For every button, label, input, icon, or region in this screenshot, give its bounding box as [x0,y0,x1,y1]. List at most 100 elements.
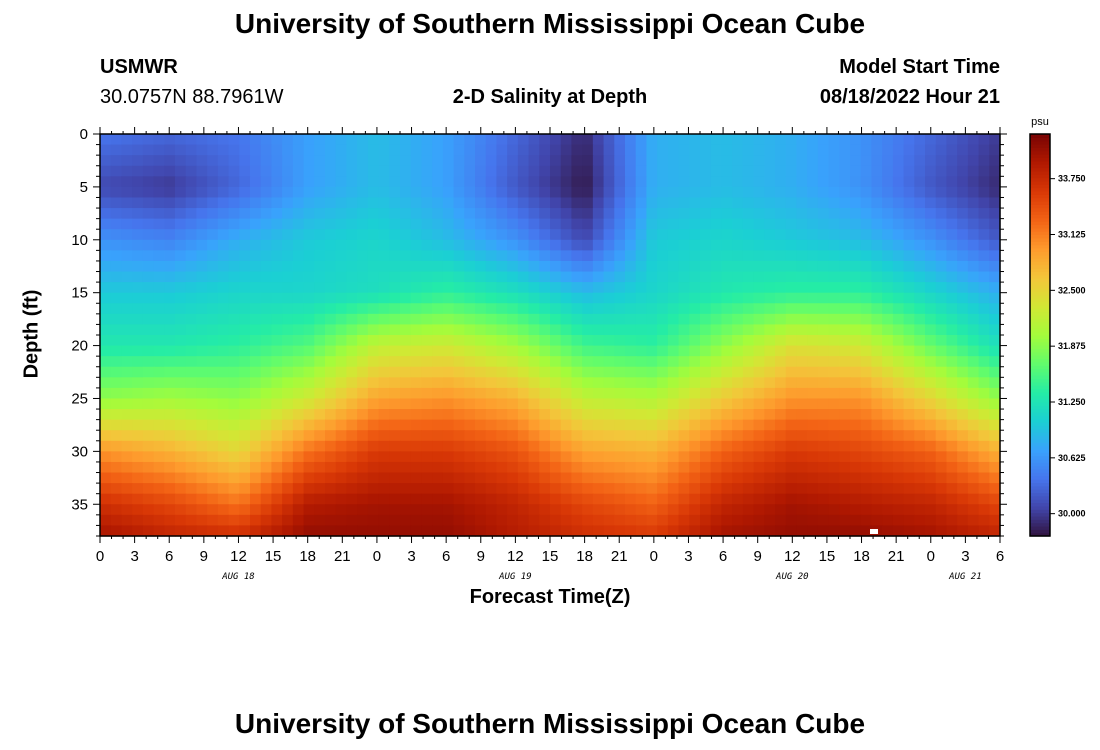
heatmap-cell [507,345,519,357]
heatmap-cell [239,493,251,505]
heatmap-cell [303,461,315,474]
heatmap-cell [785,250,798,262]
heatmap-cell [785,313,798,326]
heatmap-cell [207,504,219,516]
heatmap-cell [325,313,337,326]
heatmap-cell [442,387,455,400]
heatmap-cell [464,155,476,167]
heatmap-cell [153,292,165,304]
heatmap-cell [571,440,583,452]
heatmap-cell [957,186,969,199]
heatmap-cell [142,472,155,484]
heatmap-cell [164,483,176,495]
heatmap-cell [217,155,230,167]
heatmap-cell [860,186,873,199]
heatmap-cell [603,409,615,421]
heatmap-cell [196,186,208,199]
heatmap-cell [678,176,690,188]
heatmap-cell [550,440,562,452]
heatmap-cell [292,356,305,368]
heatmap-cell [400,430,412,442]
heatmap-cell [132,313,144,326]
heatmap-cell [678,451,690,463]
heatmap-cell [164,239,176,251]
colorbar-tick-label: 31.875 [1058,341,1086,351]
heatmap-cell [667,176,680,188]
heatmap-cell [732,239,744,251]
heatmap-cell [400,186,412,199]
heatmap-cell [882,514,894,527]
heatmap-cell [442,324,455,336]
heatmap-cell [389,165,401,177]
heatmap-cell [667,313,680,326]
heatmap-cell [153,377,165,389]
heatmap-cell [217,525,230,537]
heatmap-cell [850,472,862,484]
heatmap-cell [346,186,358,199]
heatmap-cell [314,324,326,336]
heatmap-cell [325,356,337,368]
heatmap-cell [775,451,787,463]
heatmap-cell [721,303,733,315]
heatmap-cell [710,155,723,167]
heatmap-cell [935,313,948,326]
heatmap-cell [764,345,776,357]
heatmap-cell [335,366,348,378]
heatmap-cell [517,472,530,484]
heatmap-cell [989,461,1001,474]
heatmap-cell [742,313,755,326]
heatmap-cell [132,324,144,336]
heatmap-cell [817,324,830,336]
heatmap-cell [325,134,337,146]
heatmap-cell [785,504,798,516]
heatmap-cell [946,282,958,294]
heatmap-cell [785,461,798,474]
heatmap-cell [710,525,723,537]
heatmap-cell [635,377,648,389]
heatmap-cell [410,440,423,452]
heatmap-cell [528,451,540,463]
heatmap-cell [635,165,648,177]
heatmap-cell [742,229,755,241]
heatmap-cell [528,335,540,347]
heatmap-cell [250,430,262,442]
heatmap-cell [785,239,798,251]
heatmap-cell [260,197,273,209]
heatmap-cell [410,472,423,484]
heatmap-cell [121,514,133,527]
heatmap-cell [560,260,573,273]
x-tick-label: 9 [477,548,485,565]
heatmap-cell [228,197,240,209]
heatmap-cell [357,504,369,516]
heatmap-cell [475,345,487,357]
heatmap-cell [164,451,176,463]
heatmap-cell [185,239,198,251]
heatmap-cell [614,260,626,273]
heatmap-cell [882,461,894,474]
heatmap-cell [539,282,551,294]
heatmap-cell [282,155,294,167]
heatmap-cell [292,366,305,378]
heatmap-cell [817,208,830,220]
colorbar-segment [1030,217,1050,222]
heatmap-cell [464,292,476,304]
heatmap-cell [185,292,198,304]
heatmap-cell [496,292,508,304]
heatmap-cell [421,250,433,262]
heatmap-cell [710,324,723,336]
heatmap-cell [646,176,658,188]
heatmap-cell [485,239,498,251]
heatmap-cell [528,514,540,527]
heatmap-cell [732,525,744,537]
heatmap-cell [507,430,519,442]
heatmap-cell [678,461,690,474]
heatmap-cell [400,472,412,484]
heatmap-cell [110,165,123,177]
heatmap-cell [400,514,412,527]
heatmap-cell [346,282,358,294]
heatmap-cell [625,144,637,156]
heatmap-cell [700,155,712,167]
heatmap-cell [164,250,176,262]
heatmap-cell [871,324,883,336]
heatmap-cell [464,461,476,474]
